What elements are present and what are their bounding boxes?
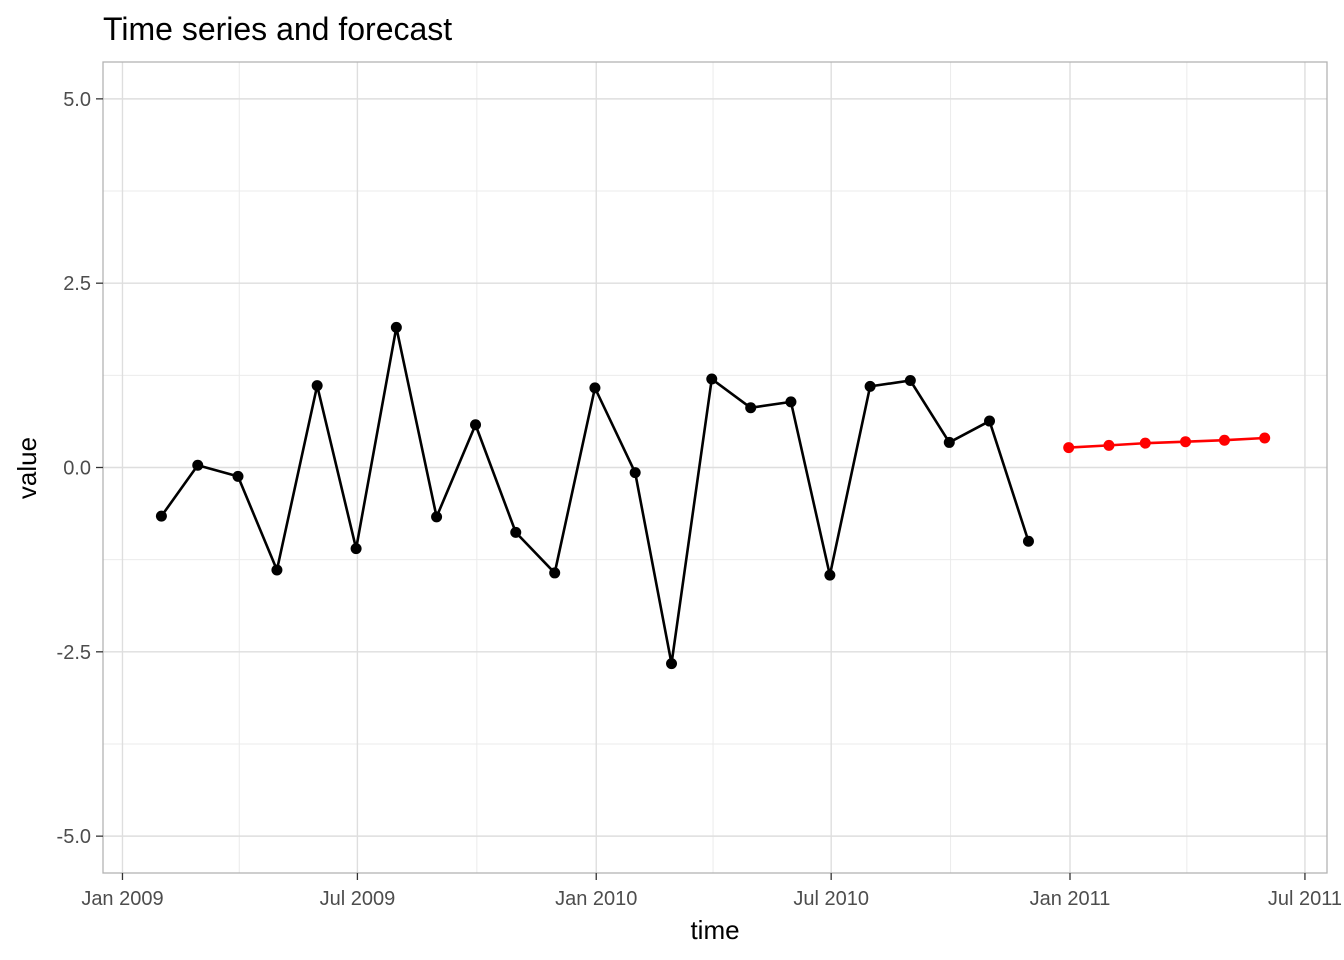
series-0-point xyxy=(470,419,482,431)
series-0-point xyxy=(824,569,836,581)
series-0-point xyxy=(155,510,167,522)
x-tick-label: Jan 2011 xyxy=(1030,888,1111,910)
series-0-point xyxy=(904,375,916,387)
major-grid xyxy=(103,62,1327,873)
y-axis-ticks: 5.0 2.5 0.0 -2.5 -5.0 xyxy=(57,89,103,848)
series-0-point xyxy=(785,396,797,408)
x-tick-label: Jul 2011 xyxy=(1268,888,1342,910)
series-1-point xyxy=(1103,439,1115,451)
series-0-point xyxy=(943,436,955,448)
series-0-point xyxy=(864,380,876,392)
series-1-line xyxy=(1068,436,1265,449)
x-tick-label: Jul 2009 xyxy=(320,888,396,910)
series-1-point xyxy=(1139,437,1151,449)
series-0-point xyxy=(232,470,244,482)
y-tick-label: 5.0 xyxy=(63,89,91,111)
series-0-point xyxy=(589,382,601,394)
chart-title: Time series and forecast xyxy=(103,11,452,47)
series-0-point xyxy=(629,467,641,479)
series-0-line xyxy=(160,326,1030,665)
series-1-point xyxy=(1218,434,1230,446)
x-axis-ticks: Jan 2009 Jul 2009 Jan 2010 Jul 2010 Jan 2011… xyxy=(81,873,1342,910)
y-tick-label: -2.5 xyxy=(57,642,91,664)
series-0-point xyxy=(745,402,757,414)
y-tick-label: 2.5 xyxy=(63,273,91,295)
series-0-point xyxy=(311,380,323,392)
x-tick-label: Jan 2009 xyxy=(81,888,163,910)
series-0-point xyxy=(390,321,402,333)
y-tick-label: -5.0 xyxy=(57,826,91,848)
series-0-point xyxy=(192,459,204,471)
x-tick-label: Jan 2010 xyxy=(555,888,637,910)
series-1-point xyxy=(1063,442,1075,454)
series-0-point xyxy=(1022,535,1034,547)
series-layer xyxy=(155,321,1271,670)
series-0-point xyxy=(666,658,678,670)
series-0-point xyxy=(350,543,362,555)
series-0-point xyxy=(984,415,996,427)
series-1-point xyxy=(1259,432,1271,444)
series-1-point xyxy=(1180,436,1192,448)
y-tick-label: 0.0 xyxy=(63,458,91,480)
series-0-point xyxy=(549,567,561,579)
series-0-point xyxy=(706,373,718,385)
series-0-point xyxy=(510,526,522,538)
x-tick-label: Jul 2010 xyxy=(793,888,869,910)
series-0-point xyxy=(431,511,443,523)
y-axis-title: value xyxy=(12,437,42,499)
x-axis-title: time xyxy=(690,915,739,945)
series-0-point xyxy=(271,564,283,576)
